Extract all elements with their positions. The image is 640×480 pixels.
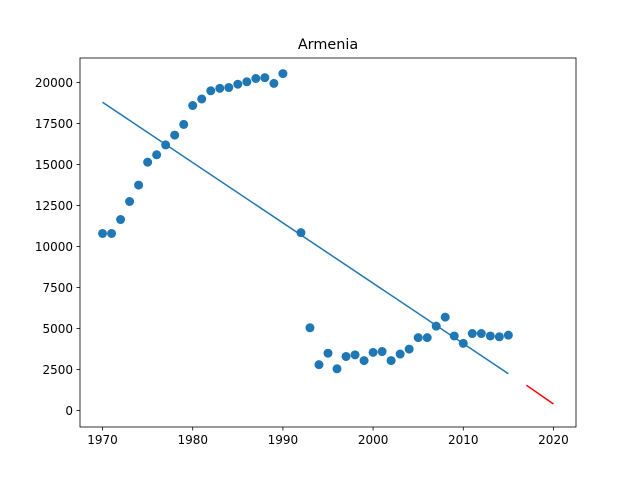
series-line-2 (525, 384, 554, 405)
chart-title: Armenia (298, 37, 358, 53)
data-point (143, 157, 153, 167)
data-point (197, 94, 207, 104)
y-tick-label: 20000 (35, 76, 73, 90)
data-point (134, 180, 144, 190)
x-tick-label: 1990 (268, 433, 299, 447)
data-point (494, 332, 504, 342)
data-point (404, 344, 414, 354)
y-tick-label: 5000 (42, 322, 73, 336)
data-point (467, 329, 477, 339)
data-point (233, 79, 243, 89)
data-point (305, 323, 315, 333)
data-point (269, 78, 279, 88)
data-point (296, 228, 306, 238)
data-point (314, 360, 324, 370)
x-tick-label: 2000 (358, 433, 389, 447)
x-tick-label: 2020 (538, 433, 569, 447)
data-point (476, 329, 486, 339)
y-tick-label: 10000 (35, 240, 73, 254)
data-point (170, 130, 180, 140)
data-point (332, 364, 342, 374)
data-point (341, 351, 351, 361)
data-point (350, 350, 360, 360)
x-tick-label: 1970 (87, 433, 118, 447)
data-point (503, 330, 513, 340)
x-tick-label: 2010 (448, 433, 479, 447)
data-point (440, 312, 450, 322)
data-point (206, 86, 216, 96)
axes-frame (79, 57, 577, 428)
data-point (215, 83, 225, 93)
y-axis: 0 2500 5000 7500 10000 12500 15000 17500 20000 (35, 76, 80, 418)
data-point (386, 356, 396, 366)
plot-area (98, 69, 554, 405)
series-line-1 (102, 101, 509, 375)
data-point (413, 333, 423, 343)
data-point (377, 347, 387, 357)
data-point (251, 74, 261, 83)
data-point (152, 150, 162, 160)
data-point (116, 215, 126, 225)
y-tick-label: 7500 (42, 281, 73, 295)
data-point (278, 69, 288, 79)
data-point (368, 347, 378, 357)
data-point (242, 77, 252, 87)
x-tick-label: 1980 (177, 433, 208, 447)
y-tick-label: 0 (65, 404, 73, 418)
data-point (224, 83, 234, 93)
y-tick-label: 15000 (35, 158, 73, 172)
y-tick-label: 12500 (35, 199, 73, 213)
x-axis: 1970 1980 1990 2000 2010 2020 (87, 427, 569, 447)
data-point (179, 119, 189, 129)
data-point (359, 356, 369, 366)
data-point (260, 73, 270, 83)
data-point (188, 101, 198, 111)
data-point (485, 331, 495, 341)
data-point (323, 348, 333, 358)
y-tick-label: 2500 (42, 363, 73, 377)
data-point (107, 228, 117, 238)
data-point (125, 197, 135, 206)
data-point (98, 228, 108, 238)
y-tick-label: 17500 (35, 117, 73, 131)
data-point (395, 349, 405, 359)
data-point (422, 333, 432, 343)
